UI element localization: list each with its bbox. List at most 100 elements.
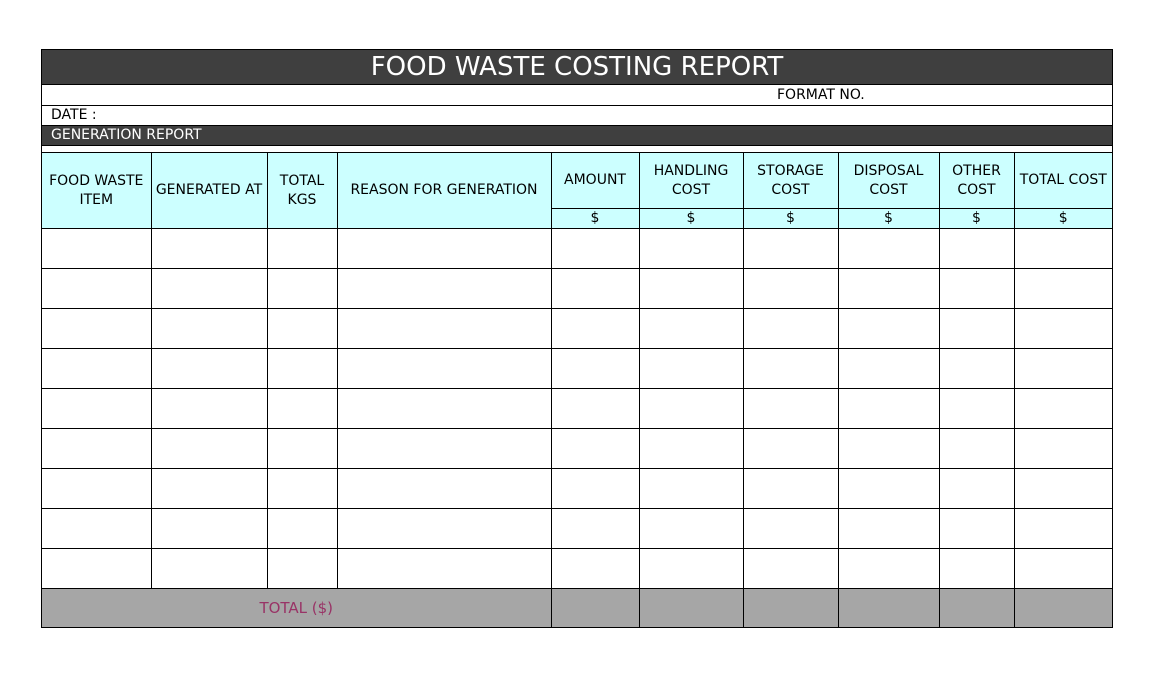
total-handling-cost-cell[interactable]	[638, 588, 744, 627]
disposal-cost-cell[interactable]	[837, 508, 940, 549]
food-waste-item-cell[interactable]	[42, 388, 152, 429]
generated-at-cell[interactable]	[150, 428, 268, 469]
table-row	[42, 348, 1112, 389]
food-waste-item-cell[interactable]	[42, 508, 152, 549]
storage-cost-cell[interactable]	[742, 428, 839, 469]
amount-cell[interactable]	[550, 228, 640, 269]
food-waste-item-cell[interactable]	[42, 348, 152, 389]
total-total-cost-cell[interactable]	[1013, 588, 1112, 627]
unit-disposal-cost: $	[837, 208, 940, 229]
total-other-cost-cell[interactable]	[938, 588, 1015, 627]
other-cost-cell[interactable]	[938, 348, 1015, 389]
reason-for-generation-cell[interactable]	[336, 548, 552, 589]
total-kgs-cell[interactable]	[266, 548, 338, 589]
handling-cost-cell[interactable]	[638, 548, 744, 589]
total-cost-cell[interactable]	[1013, 228, 1112, 269]
generated-at-cell[interactable]	[150, 308, 268, 349]
other-cost-cell[interactable]	[938, 228, 1015, 269]
total-cost-cell[interactable]	[1013, 388, 1112, 429]
reason-for-generation-cell[interactable]	[336, 508, 552, 549]
storage-cost-cell[interactable]	[742, 388, 839, 429]
total-kgs-cell[interactable]	[266, 468, 338, 509]
food-waste-item-cell[interactable]	[42, 308, 152, 349]
other-cost-cell[interactable]	[938, 508, 1015, 549]
disposal-cost-cell[interactable]	[837, 388, 940, 429]
total-kgs-cell[interactable]	[266, 348, 338, 389]
format-row: FORMAT NO.	[42, 85, 1112, 106]
reason-for-generation-cell[interactable]	[336, 308, 552, 349]
generated-at-cell[interactable]	[150, 348, 268, 389]
total-cost-cell[interactable]	[1013, 348, 1112, 389]
amount-cell[interactable]	[550, 548, 640, 589]
food-waste-item-cell[interactable]	[42, 268, 152, 309]
amount-cell[interactable]	[550, 308, 640, 349]
total-cost-cell[interactable]	[1013, 508, 1112, 549]
total-kgs-cell[interactable]	[266, 308, 338, 349]
total-disposal-cost-cell[interactable]	[837, 588, 940, 627]
disposal-cost-cell[interactable]	[837, 468, 940, 509]
other-cost-cell[interactable]	[938, 468, 1015, 509]
total-kgs-cell[interactable]	[266, 508, 338, 549]
handling-cost-cell[interactable]	[638, 508, 744, 549]
reason-for-generation-cell[interactable]	[336, 428, 552, 469]
generated-at-cell[interactable]	[150, 508, 268, 549]
amount-cell[interactable]	[550, 268, 640, 309]
reason-for-generation-cell[interactable]	[336, 348, 552, 389]
total-storage-cost-cell[interactable]	[742, 588, 839, 627]
food-waste-item-cell[interactable]	[42, 468, 152, 509]
handling-cost-cell[interactable]	[638, 228, 744, 269]
reason-for-generation-cell[interactable]	[336, 388, 552, 429]
storage-cost-cell[interactable]	[742, 268, 839, 309]
total-amount-cell[interactable]	[550, 588, 640, 627]
disposal-cost-cell[interactable]	[837, 228, 940, 269]
other-cost-cell[interactable]	[938, 548, 1015, 589]
amount-cell[interactable]	[550, 468, 640, 509]
other-cost-cell[interactable]	[938, 308, 1015, 349]
other-cost-cell[interactable]	[938, 268, 1015, 309]
handling-cost-cell[interactable]	[638, 348, 744, 389]
storage-cost-cell[interactable]	[742, 508, 839, 549]
amount-cell[interactable]	[550, 388, 640, 429]
reason-for-generation-cell[interactable]	[336, 268, 552, 309]
disposal-cost-cell[interactable]	[837, 308, 940, 349]
generated-at-cell[interactable]	[150, 468, 268, 509]
total-cost-cell[interactable]	[1013, 428, 1112, 469]
storage-cost-cell[interactable]	[742, 228, 839, 269]
amount-cell[interactable]	[550, 348, 640, 389]
handling-cost-cell[interactable]	[638, 468, 744, 509]
total-kgs-cell[interactable]	[266, 268, 338, 309]
storage-cost-cell[interactable]	[742, 548, 839, 589]
food-waste-item-cell[interactable]	[42, 428, 152, 469]
storage-cost-cell[interactable]	[742, 348, 839, 389]
disposal-cost-cell[interactable]	[837, 348, 940, 389]
total-kgs-cell[interactable]	[266, 428, 338, 469]
other-cost-cell[interactable]	[938, 428, 1015, 469]
disposal-cost-cell[interactable]	[837, 548, 940, 589]
total-cost-cell[interactable]	[1013, 548, 1112, 589]
amount-cell[interactable]	[550, 428, 640, 469]
storage-cost-cell[interactable]	[742, 468, 839, 509]
handling-cost-cell[interactable]	[638, 428, 744, 469]
storage-cost-cell[interactable]	[742, 308, 839, 349]
generated-at-cell[interactable]	[150, 268, 268, 309]
unit-handling-cost: $	[638, 208, 744, 229]
handling-cost-cell[interactable]	[638, 268, 744, 309]
total-kgs-cell[interactable]	[266, 228, 338, 269]
generated-at-cell[interactable]	[150, 548, 268, 589]
generated-at-cell[interactable]	[150, 388, 268, 429]
other-cost-cell[interactable]	[938, 388, 1015, 429]
reason-for-generation-cell[interactable]	[336, 228, 552, 269]
disposal-cost-cell[interactable]	[837, 428, 940, 469]
reason-for-generation-cell[interactable]	[336, 468, 552, 509]
total-cost-cell[interactable]	[1013, 468, 1112, 509]
total-cost-cell[interactable]	[1013, 268, 1112, 309]
handling-cost-cell[interactable]	[638, 308, 744, 349]
total-kgs-cell[interactable]	[266, 388, 338, 429]
total-cost-cell[interactable]	[1013, 308, 1112, 349]
amount-cell[interactable]	[550, 508, 640, 549]
food-waste-item-cell[interactable]	[42, 228, 152, 269]
handling-cost-cell[interactable]	[638, 388, 744, 429]
food-waste-item-cell[interactable]	[42, 548, 152, 589]
disposal-cost-cell[interactable]	[837, 268, 940, 309]
generated-at-cell[interactable]	[150, 228, 268, 269]
